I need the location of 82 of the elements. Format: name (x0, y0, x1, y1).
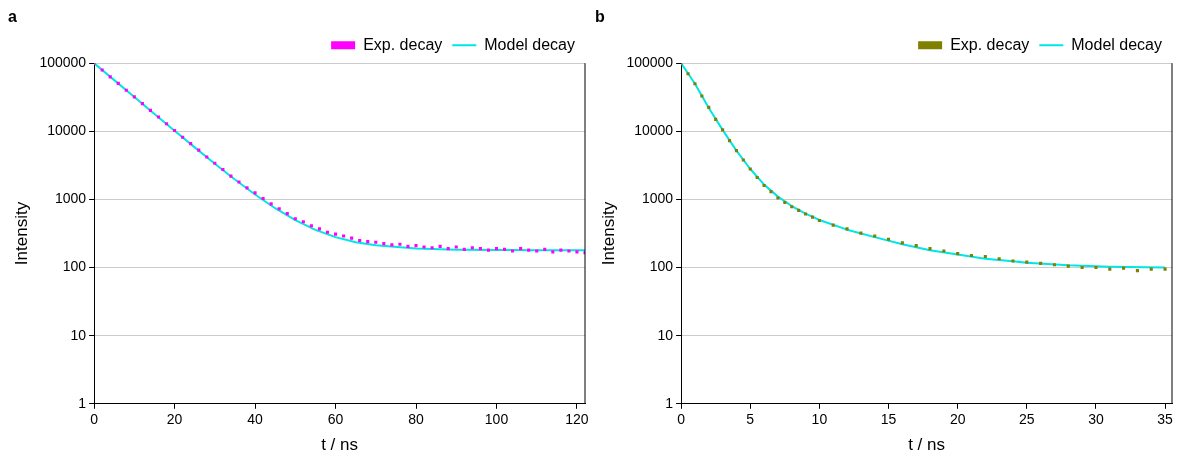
legend-label: Model decay (1071, 35, 1162, 53)
y-axis-title: Intensity (11, 201, 31, 266)
point (1149, 267, 1153, 271)
point (693, 82, 697, 86)
legend-label: Exp. decay (363, 35, 443, 53)
point (707, 105, 711, 109)
x-tick-label: 100 (484, 411, 509, 428)
point (900, 241, 904, 245)
point (817, 218, 821, 223)
x-axis-title: t / ns (908, 435, 945, 455)
x-tick-label: 10 (811, 411, 828, 428)
point (790, 205, 794, 209)
point (1122, 266, 1126, 270)
point (1108, 267, 1112, 271)
x-tick-label: 20 (949, 411, 966, 428)
point (810, 215, 815, 219)
y-tick-label: 10 (70, 326, 87, 343)
point (1135, 269, 1139, 273)
point (983, 255, 987, 259)
point (942, 249, 946, 253)
point (734, 149, 738, 153)
point (1025, 260, 1029, 264)
point (1011, 259, 1015, 263)
y-tick-label: 10000 (634, 122, 674, 139)
point (873, 234, 877, 238)
chart-title: a (8, 8, 17, 26)
y-tick-label: 1000 (54, 190, 87, 207)
y-tick-label: 10 (657, 326, 674, 343)
point (686, 72, 690, 76)
point (1163, 267, 1167, 271)
y-tick-label: 10000 (47, 122, 87, 139)
point (956, 252, 960, 256)
x-tick-label: 35 (1157, 411, 1174, 428)
y-tick-label: 100000 (626, 54, 674, 71)
point (1039, 261, 1043, 265)
point (969, 254, 974, 258)
point (762, 183, 766, 188)
y-tick-label: 1000 (641, 190, 674, 207)
legend-label: Exp. decay (950, 35, 1030, 53)
point (997, 257, 1001, 261)
x-tick-label: 20 (166, 411, 183, 428)
point (845, 227, 849, 231)
point (1066, 264, 1070, 268)
x-tick-label: 30 (1088, 411, 1104, 428)
x-tick-label: 120 (565, 411, 589, 428)
point (804, 212, 808, 216)
legend-label: Model decay (484, 35, 575, 53)
y-tick-label: 1 (78, 394, 87, 411)
point (755, 175, 759, 180)
point (797, 208, 801, 212)
point (886, 237, 891, 241)
y-tick-label: 100 (649, 258, 674, 275)
x-tick-label: 40 (247, 411, 264, 428)
point (748, 167, 752, 171)
point (769, 190, 773, 194)
point (928, 247, 932, 251)
y-axis-title: Intensity (598, 201, 618, 266)
x-tick-label: 60 (327, 411, 344, 428)
point (714, 117, 718, 121)
point (914, 244, 918, 248)
x-tick-label: 0 (677, 411, 686, 428)
point (859, 231, 863, 235)
point (721, 128, 725, 132)
point (727, 139, 732, 143)
x-axis-title: t / ns (321, 435, 358, 455)
y-tick-label: 100 (62, 258, 87, 275)
x-tick-label: 80 (408, 411, 424, 428)
point (741, 158, 745, 162)
x-tick-label: 25 (1019, 411, 1035, 428)
y-tick-label: 1 (665, 394, 674, 411)
point (1080, 266, 1084, 270)
point (700, 94, 704, 98)
point (1094, 266, 1098, 270)
chart-title: b (595, 8, 605, 26)
point (783, 201, 787, 205)
x-tick-label: 5 (746, 411, 755, 428)
point (831, 223, 835, 227)
y-tick-label: 100000 (39, 54, 87, 71)
point (776, 196, 780, 200)
x-tick-label: 0 (90, 411, 99, 428)
x-tick-label: 15 (880, 411, 897, 428)
point (1052, 263, 1057, 267)
